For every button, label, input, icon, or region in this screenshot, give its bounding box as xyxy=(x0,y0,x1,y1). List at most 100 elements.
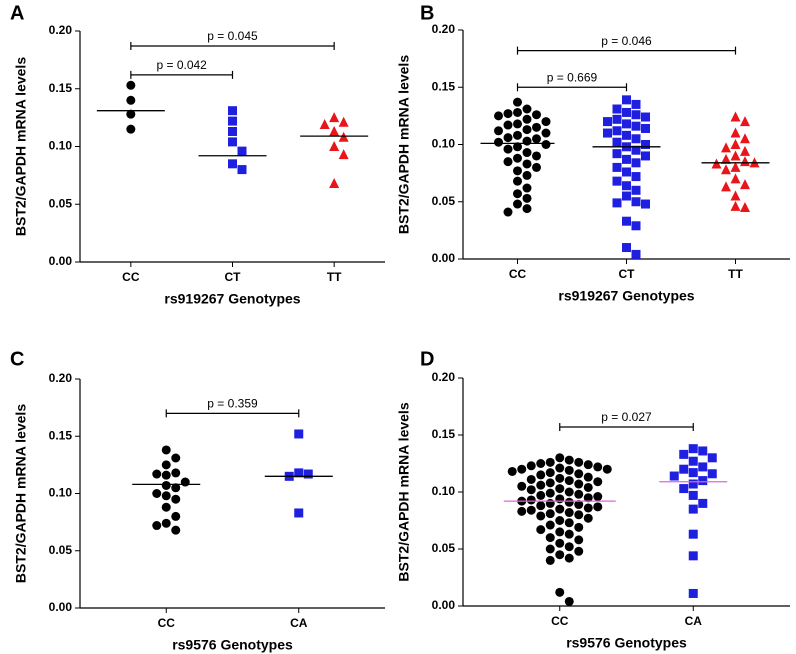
data-point xyxy=(536,501,546,511)
data-point xyxy=(513,107,522,117)
y-axis-label: BST2/GAPDH mRNA levels xyxy=(13,404,29,583)
data-point xyxy=(545,509,555,519)
data-point xyxy=(688,551,698,561)
data-point xyxy=(730,190,741,201)
data-point xyxy=(545,457,555,467)
data-point xyxy=(522,136,532,146)
data-point xyxy=(730,139,741,149)
data-point xyxy=(329,125,340,136)
data-point xyxy=(564,487,574,497)
data-point xyxy=(574,535,584,545)
data-point xyxy=(583,482,593,492)
data-point xyxy=(503,157,513,167)
data-point xyxy=(740,156,750,167)
data-point xyxy=(564,455,574,465)
data-point xyxy=(688,444,698,454)
data-point xyxy=(545,533,555,543)
data-point xyxy=(503,144,513,154)
data-point xyxy=(564,518,574,528)
data-point xyxy=(532,122,541,132)
data-point xyxy=(522,204,532,214)
data-point xyxy=(602,464,612,474)
data-point xyxy=(679,449,689,459)
x-tick-label: TT xyxy=(728,267,743,281)
data-point xyxy=(641,199,650,209)
data-point xyxy=(161,470,171,480)
x-tick-label: CC xyxy=(551,614,569,628)
data-point xyxy=(161,480,171,490)
p-value: p = 0.046 xyxy=(601,34,652,48)
data-point xyxy=(161,518,171,528)
data-point xyxy=(532,134,541,144)
data-point xyxy=(564,476,574,486)
data-point xyxy=(631,185,641,195)
panel-label: A xyxy=(10,2,24,24)
data-point xyxy=(555,473,565,483)
data-point xyxy=(494,111,503,121)
data-point xyxy=(603,128,612,138)
data-point xyxy=(564,508,574,518)
data-point xyxy=(237,146,247,156)
data-point xyxy=(532,110,541,120)
data-point xyxy=(631,110,641,120)
y-tick-label: 0.15 xyxy=(432,427,456,441)
y-axis-label: BST2/GAPDH mRNA levels xyxy=(396,402,412,581)
data-point xyxy=(303,469,313,479)
data-point xyxy=(536,511,546,521)
data-point xyxy=(494,137,503,147)
y-tick-label: 0.05 xyxy=(49,543,73,557)
data-point xyxy=(612,149,622,159)
y-tick-label: 0.15 xyxy=(432,79,456,93)
data-point xyxy=(564,542,574,552)
data-point xyxy=(730,150,741,161)
data-point xyxy=(721,142,731,153)
data-point xyxy=(707,469,717,479)
data-point xyxy=(228,137,237,147)
data-point xyxy=(517,506,527,516)
data-point xyxy=(698,498,708,508)
data-point xyxy=(545,520,555,530)
data-point xyxy=(338,116,349,127)
x-tick-label: CC xyxy=(158,616,176,630)
data-point xyxy=(574,500,584,510)
data-point xyxy=(126,124,136,134)
data-point xyxy=(622,191,631,201)
data-point xyxy=(740,179,750,190)
x-axis-label: rs919267 Genotypes xyxy=(164,291,300,307)
data-point xyxy=(740,201,750,212)
data-point xyxy=(161,460,171,470)
data-point xyxy=(180,477,190,487)
data-point xyxy=(574,510,584,520)
p-value: p = 0.042 xyxy=(156,58,207,72)
data-point xyxy=(612,114,622,124)
data-point xyxy=(622,130,631,140)
data-point xyxy=(641,151,650,161)
data-point xyxy=(564,529,574,539)
data-point xyxy=(171,483,181,493)
x-tick-label: CT xyxy=(225,270,242,284)
data-point xyxy=(631,145,641,155)
data-point xyxy=(161,502,171,512)
data-point xyxy=(564,553,574,563)
data-point xyxy=(574,489,584,499)
x-tick-label: CC xyxy=(122,270,140,284)
data-point xyxy=(622,243,631,253)
data-point xyxy=(513,130,522,140)
data-point xyxy=(503,207,513,217)
panel-label: B xyxy=(420,2,434,24)
data-point xyxy=(517,481,527,491)
data-point xyxy=(513,176,522,186)
data-point xyxy=(555,504,565,514)
data-point xyxy=(126,80,136,90)
data-point xyxy=(513,199,522,209)
data-point xyxy=(631,221,641,231)
data-point xyxy=(319,119,330,130)
data-point xyxy=(536,480,546,490)
data-point xyxy=(574,457,584,467)
data-point xyxy=(593,462,603,472)
data-point xyxy=(603,117,612,127)
data-point xyxy=(545,468,555,478)
data-point xyxy=(171,494,181,504)
data-point xyxy=(526,495,536,505)
